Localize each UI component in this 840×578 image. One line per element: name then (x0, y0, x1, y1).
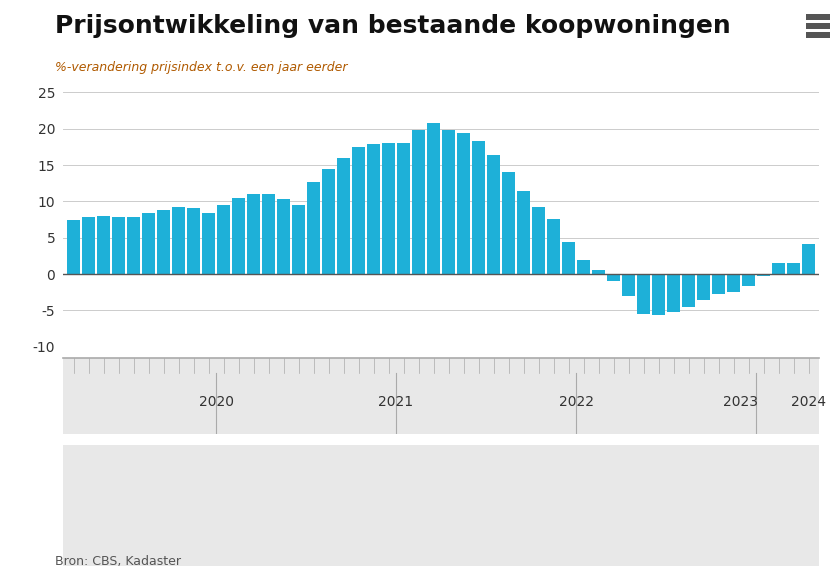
Text: 2021: 2021 (379, 395, 413, 409)
Bar (277, 199, 290, 274)
Bar (127, 217, 140, 274)
Text: 2023: 2023 (723, 395, 759, 409)
Text: 2020: 2020 (198, 395, 234, 409)
Bar (187, 208, 200, 274)
Bar (787, 262, 800, 274)
Bar (202, 213, 215, 274)
Bar (457, 133, 470, 274)
Bar (72, 497, 100, 510)
Bar (667, 274, 680, 312)
Bar (412, 129, 425, 274)
Text: 2024: 2024 (791, 395, 826, 409)
Bar (487, 155, 500, 274)
Bar (172, 208, 185, 274)
Bar (397, 143, 410, 274)
Bar (367, 144, 380, 274)
Bar (262, 194, 275, 274)
Text: %-verandering prijsindex t.o.v. een jaar eerder: %-verandering prijsindex t.o.v. een jaar… (55, 61, 347, 73)
Text: 2022: 2022 (559, 395, 594, 409)
Bar (652, 274, 665, 315)
Bar (247, 194, 260, 274)
Bar (337, 158, 350, 274)
Bar (427, 123, 440, 274)
Bar (712, 274, 725, 294)
Bar (382, 143, 395, 274)
Bar (622, 274, 635, 296)
Bar (517, 191, 530, 274)
Bar (157, 210, 170, 274)
Bar (292, 205, 305, 274)
Bar (322, 169, 335, 274)
Bar (547, 219, 560, 274)
Bar (442, 129, 455, 274)
Bar (142, 213, 155, 274)
Bar (682, 274, 695, 307)
Bar (532, 206, 545, 274)
Bar (607, 274, 620, 281)
Bar (97, 216, 110, 274)
Bar (72, 523, 92, 536)
Bar (592, 270, 605, 274)
Text: Bron: CBS, Kadaster: Bron: CBS, Kadaster (55, 555, 181, 568)
Bar (112, 217, 125, 274)
Bar (72, 472, 88, 486)
Bar (307, 182, 320, 274)
Bar (742, 274, 755, 286)
Bar (577, 260, 590, 274)
Bar (502, 172, 515, 274)
Bar (802, 244, 815, 274)
Bar (67, 220, 80, 274)
Bar (472, 141, 485, 274)
Bar (772, 262, 785, 274)
Bar (562, 242, 575, 274)
Bar (757, 274, 770, 276)
Bar (697, 274, 710, 301)
Text: Prijsontwikkeling van bestaande koopwoningen: Prijsontwikkeling van bestaande koopwoni… (55, 14, 730, 39)
Bar (232, 198, 245, 274)
Bar (82, 217, 95, 274)
Bar (727, 274, 740, 291)
Bar (637, 274, 650, 314)
Bar (217, 205, 230, 274)
Bar (352, 147, 365, 274)
